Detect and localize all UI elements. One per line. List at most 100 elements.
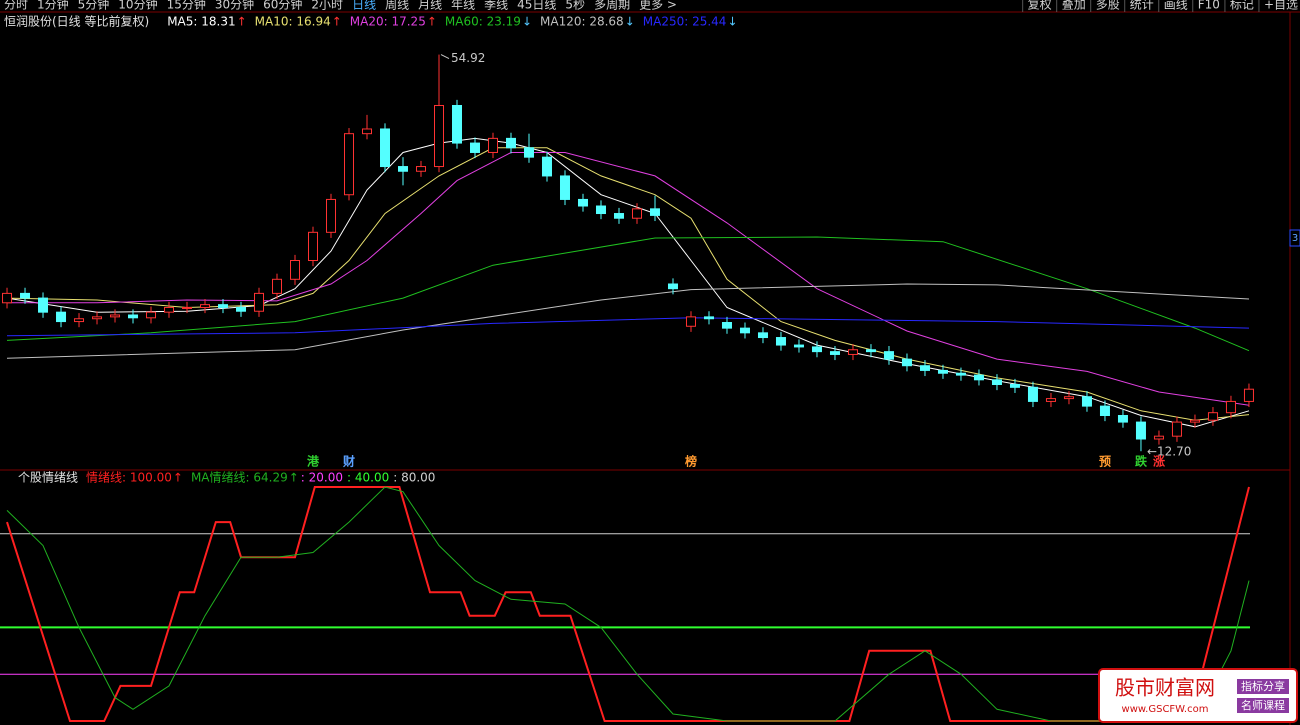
- event-marker: 财: [342, 454, 355, 469]
- legend-arrow: ↓: [625, 15, 635, 29]
- candle-body: [703, 316, 714, 320]
- level-label: : 40.00: [347, 471, 389, 485]
- candle-body: [739, 327, 750, 334]
- watermark: 股市财富网 www.GSCFW.com 指标分享 名师课程: [1098, 668, 1298, 723]
- series-line: [6, 147, 1250, 421]
- candle-body: [721, 322, 732, 329]
- candle-body: [416, 166, 427, 172]
- period-tab[interactable]: 月线: [418, 0, 442, 12]
- level-label: : 80.00: [393, 471, 435, 485]
- tag-box: [1237, 679, 1289, 694]
- candle-body: [829, 351, 840, 355]
- period-tab[interactable]: 10分钟: [118, 0, 157, 12]
- edge-label: 3: [1292, 233, 1298, 244]
- candle-body: [577, 198, 588, 207]
- candle-body: [1081, 396, 1092, 407]
- candle-body: [901, 358, 912, 367]
- period-tab[interactable]: 5分钟: [78, 0, 110, 12]
- watermark-tag: 名师课程: [1241, 698, 1285, 712]
- candle-body: [541, 156, 552, 177]
- legend-label: MA20: 17.25: [350, 15, 426, 29]
- candle-body: [2, 292, 13, 304]
- period-tab[interactable]: 15分钟: [167, 0, 206, 12]
- level-label: : 20.00: [301, 471, 343, 485]
- event-marker: 预: [1099, 455, 1111, 469]
- period-tab[interactable]: 日线: [352, 0, 376, 12]
- candle-body: [20, 292, 31, 299]
- series-line: [6, 317, 1250, 337]
- candle-body: [613, 213, 624, 219]
- candle-body: [487, 137, 498, 153]
- legend-label: MA5: 18.31: [167, 15, 235, 29]
- candle-body: [1207, 412, 1218, 421]
- tool-button[interactable]: 画线: [1164, 0, 1188, 12]
- candle-body: [146, 311, 157, 319]
- candle-body: [1099, 405, 1110, 417]
- period-tab[interactable]: 更多 >: [639, 0, 677, 12]
- period-tab[interactable]: 年线: [451, 0, 475, 12]
- candle-body: [631, 208, 642, 219]
- candle-body: [937, 369, 948, 374]
- candle-body: [398, 166, 409, 172]
- legend-arrow: ↑: [237, 15, 247, 29]
- candle-body: [451, 104, 462, 144]
- period-tab[interactable]: 多周期: [594, 0, 630, 12]
- candle-body: [74, 318, 85, 323]
- candle-body: [991, 379, 1002, 386]
- event-marker: 涨: [1153, 454, 1165, 469]
- tool-button[interactable]: +自选: [1264, 0, 1298, 12]
- legend-arrow: ↑: [427, 15, 437, 29]
- legend-label: MA250: 25.44: [643, 15, 727, 29]
- candle-body: [200, 304, 211, 308]
- chart-title: 恒润股份(日线 等比前复权): [4, 14, 149, 29]
- period-tab[interactable]: 1分钟: [37, 0, 69, 12]
- legend-arrow: ↓: [522, 15, 532, 29]
- candle-body: [1135, 421, 1146, 440]
- candle-body: [559, 175, 570, 200]
- candle-body: [128, 314, 139, 319]
- tool-button[interactable]: 多股: [1096, 0, 1120, 12]
- candle-body: [973, 374, 984, 381]
- candle-body: [811, 346, 822, 353]
- period-tab[interactable]: 45日线: [517, 0, 556, 12]
- tool-button[interactable]: F10: [1198, 0, 1220, 12]
- candle-body: [1009, 384, 1020, 388]
- period-tab[interactable]: 分时: [4, 0, 28, 12]
- candle-body: [1225, 400, 1236, 414]
- watermark-url: www.GSCFW.com: [1122, 704, 1209, 715]
- candle-body: [865, 349, 876, 353]
- legend-label: MA情绪线: 64.29: [191, 471, 288, 485]
- high-label: 54.92: [451, 51, 485, 65]
- series-line: [6, 486, 1250, 722]
- candle-body: [236, 306, 247, 312]
- candle-body: [308, 231, 319, 262]
- chart-title: 个股情绪线: [18, 471, 78, 485]
- period-tab[interactable]: 季线: [484, 0, 508, 12]
- candle-body: [775, 337, 786, 346]
- tool-button[interactable]: 叠加: [1062, 0, 1086, 12]
- candle-body: [469, 142, 480, 153]
- period-tab[interactable]: 5秒: [565, 0, 585, 12]
- candle-body: [1117, 415, 1128, 423]
- tool-button[interactable]: 复权: [1028, 0, 1052, 12]
- tool-button[interactable]: 统计: [1130, 0, 1154, 12]
- candle-body: [1153, 435, 1164, 440]
- candle-body: [955, 372, 966, 376]
- candle-body: [919, 365, 930, 371]
- candle-body: [505, 137, 516, 149]
- candle-body: [110, 314, 121, 318]
- candle-body: [164, 306, 175, 313]
- series-line: [6, 283, 1250, 359]
- candle-body: [92, 316, 103, 320]
- series-line: [6, 236, 1250, 352]
- period-tab[interactable]: 60分钟: [263, 0, 302, 12]
- tool-button[interactable]: 标记: [1230, 0, 1254, 12]
- candle-body: [218, 304, 229, 308]
- period-tab[interactable]: 周线: [385, 0, 409, 12]
- candle-body: [1171, 421, 1182, 437]
- period-tab[interactable]: 2小时: [311, 0, 343, 12]
- period-tab[interactable]: 30分钟: [215, 0, 254, 12]
